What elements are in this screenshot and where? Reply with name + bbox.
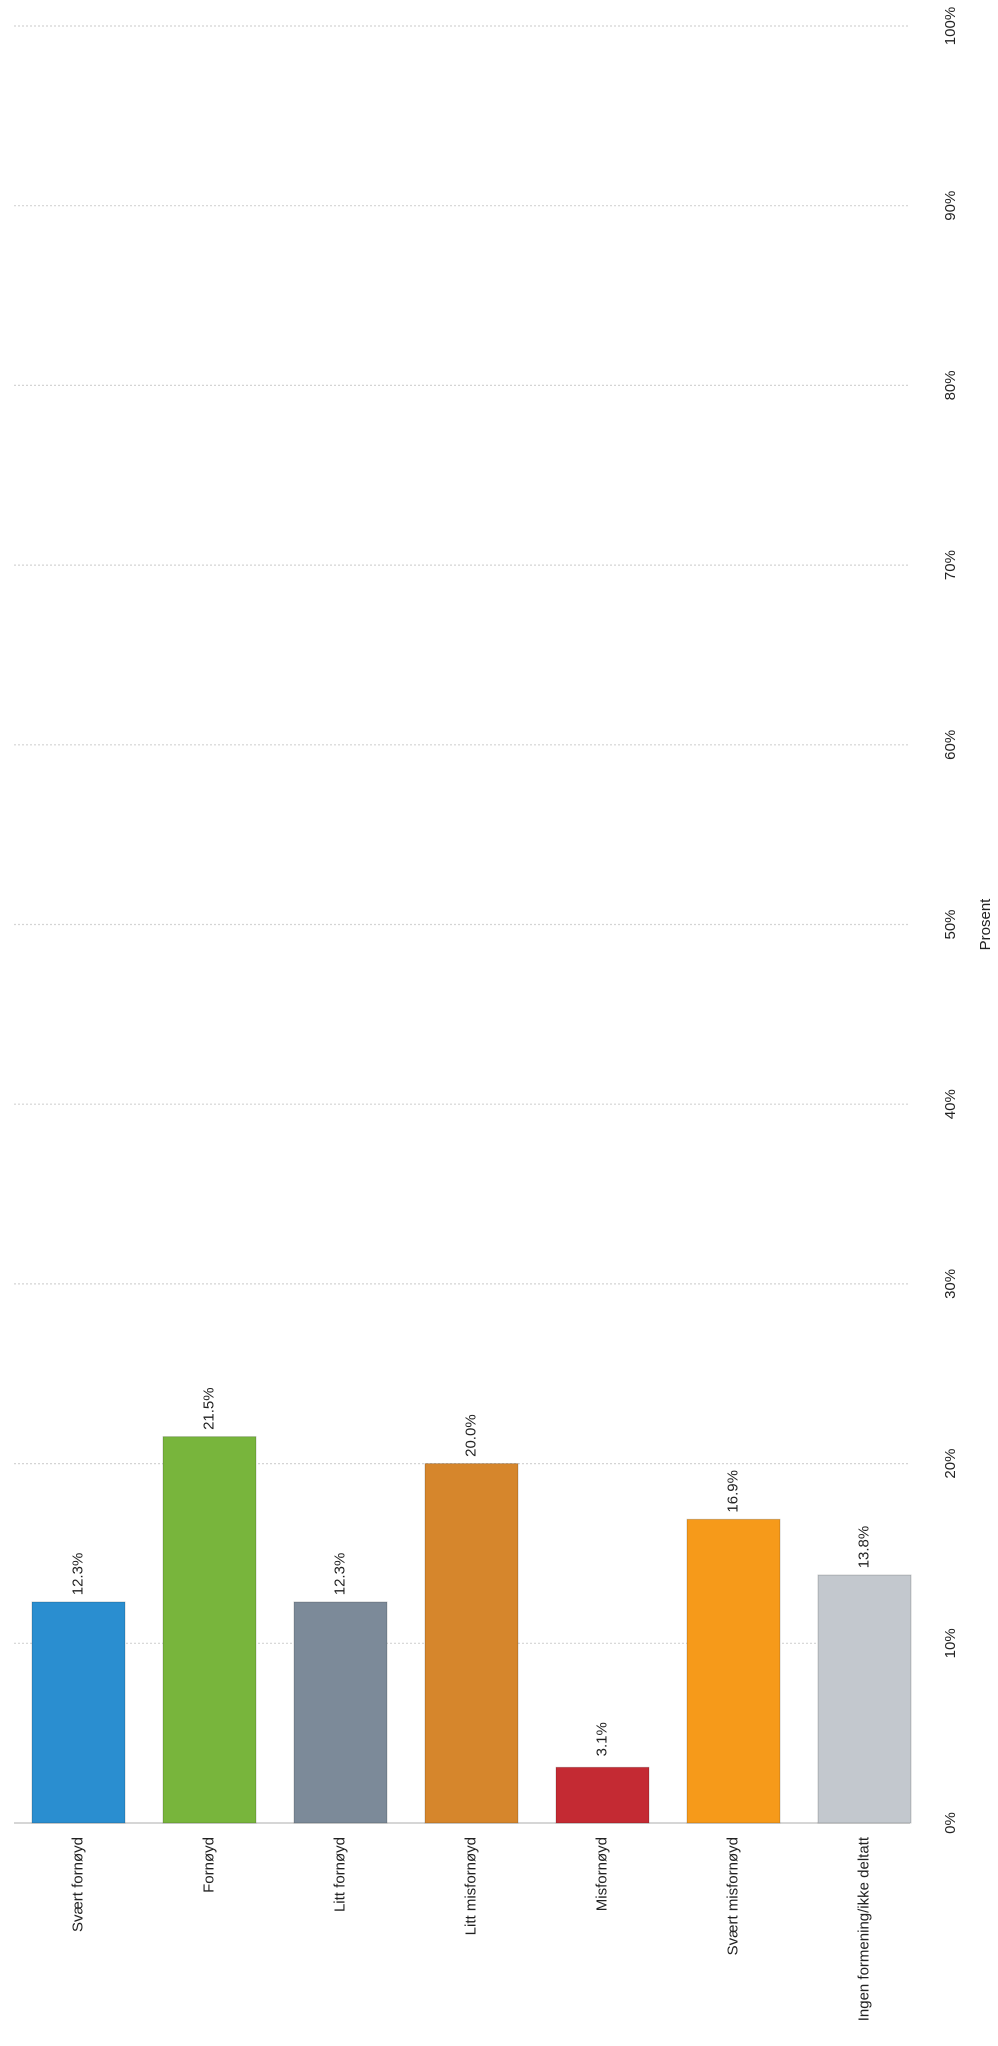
value-label-litt-misforn-yd: 20.0%	[462, 1414, 479, 1457]
value-label-sv-rt-forn-yd: 12.3%	[69, 1553, 86, 1596]
tick-label-40: 40%	[942, 1089, 959, 1119]
category-label-ingen-formening-ikke-deltatt: Ingen formening/ikke deltatt	[855, 1836, 872, 2021]
tick-label-60: 60%	[942, 730, 959, 760]
tick-label-70: 70%	[942, 550, 959, 580]
tick-labels: 0% 10% 20% 30% 40% 50% 60% 70% 80% 90% 100%	[942, 7, 959, 1834]
category-label-litt-forn-yd: Litt fornøyd	[331, 1837, 348, 1912]
category-labels: Svært fornøyd Fornøyd Litt fornøyd Litt mis…	[69, 1836, 872, 2021]
value-label-sv-rt-misforn-yd: 16.9%	[724, 1470, 741, 1513]
value-labels: 12.3% 21.5% 12.3% 20.0% 3.1% 16.9% 13.8%	[69, 1387, 872, 1756]
bar-forn-yd	[162, 1436, 257, 1824]
tick-label-20: 20%	[942, 1449, 959, 1479]
bar-sv-rt-forn-yd	[31, 1601, 126, 1824]
bar-litt-forn-yd	[293, 1601, 388, 1824]
tick-label-30: 30%	[942, 1269, 959, 1299]
bar-sv-rt-misforn-yd	[686, 1518, 781, 1824]
tick-label-100: 100%	[942, 7, 959, 45]
tick-label-10: 10%	[942, 1628, 959, 1658]
category-label-misforn-yd: Misfornøyd	[593, 1837, 610, 1911]
bar-misforn-yd	[555, 1766, 650, 1824]
category-label-sv-rt-forn-yd: Svært fornøyd	[69, 1837, 86, 1932]
bar-ingen-formening-ikke-deltatt	[817, 1574, 912, 1824]
value-label-ingen-formening-ikke-deltatt: 13.8%	[855, 1526, 872, 1569]
tick-label-80: 80%	[942, 370, 959, 400]
value-label-litt-forn-yd: 12.3%	[331, 1553, 348, 1596]
tick-label-90: 90%	[942, 191, 959, 221]
value-label-forn-yd: 21.5%	[200, 1387, 217, 1430]
y-axis-title: Prosent	[977, 898, 994, 951]
tick-label-50: 50%	[942, 909, 959, 939]
value-label-misforn-yd: 3.1%	[593, 1722, 610, 1756]
category-label-sv-rt-misforn-yd: Svært misfornøyd	[724, 1837, 741, 1955]
tick-label-0: 0%	[942, 1812, 959, 1834]
category-label-litt-misforn-yd: Litt misfornøyd	[462, 1837, 479, 1935]
bar-litt-misforn-yd	[424, 1463, 519, 1824]
bars	[31, 1436, 912, 1824]
category-label-forn-yd: Fornøyd	[200, 1837, 217, 1893]
